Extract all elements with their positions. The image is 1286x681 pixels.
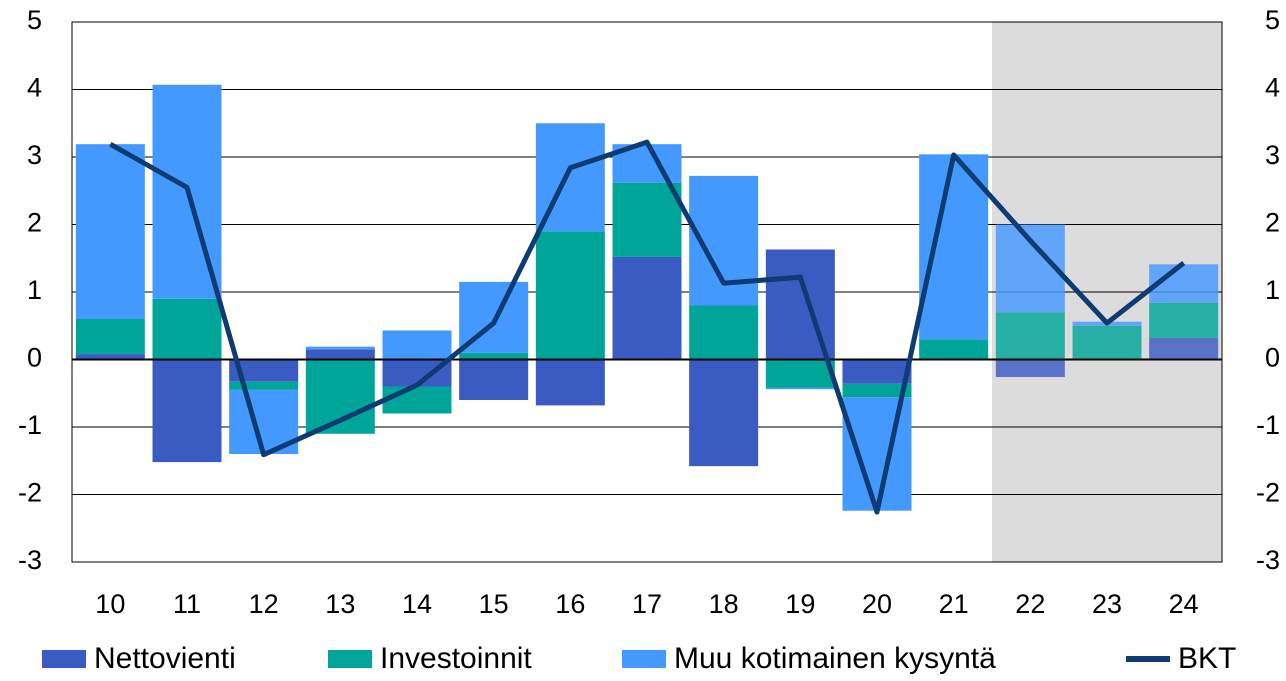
y-tick-label: 1 [27, 275, 42, 305]
y2-tick-label: 2 [1265, 208, 1280, 238]
x-tick-label: 14 [402, 589, 432, 619]
y2-tick-label: 5 [1265, 5, 1280, 35]
bar [229, 381, 299, 390]
x-tick-label: 11 [173, 589, 201, 619]
line [109, 139, 1186, 515]
legend-swatch [622, 650, 666, 668]
bar [152, 359, 222, 463]
legend-label: Investoinnit [380, 642, 532, 675]
bar [689, 359, 759, 467]
x-tick-label: 23 [1092, 589, 1122, 619]
x-tick-label: 24 [1169, 589, 1199, 619]
bar [689, 305, 759, 360]
bar [842, 383, 912, 398]
bar [612, 256, 682, 360]
y2-tick-label: -3 [1256, 545, 1280, 575]
bar [382, 386, 452, 414]
plot-border [71, 21, 1223, 563]
bar [535, 359, 605, 406]
bar [842, 397, 912, 511]
bar [765, 387, 835, 390]
x-tick-label: 16 [555, 589, 585, 619]
bar [765, 359, 835, 388]
x-tick-label: 21 [939, 589, 969, 619]
bar [995, 312, 1065, 360]
y2-tick-label: 0 [1265, 343, 1280, 373]
bar [229, 359, 299, 382]
y-tick-label: -1 [18, 410, 42, 440]
y-tick-label: -3 [18, 545, 42, 575]
bar [75, 319, 145, 355]
y2-tick-label: -2 [1256, 478, 1280, 508]
bar [1149, 302, 1219, 338]
legend-label: BKT [1178, 642, 1236, 675]
bar [919, 154, 989, 340]
y-tick-label: 5 [27, 5, 42, 35]
x-tick-label: 17 [632, 589, 662, 619]
y2-tick-label: 3 [1265, 140, 1280, 170]
y2-tick-label: -1 [1256, 410, 1280, 440]
legend-swatch [42, 650, 86, 668]
legend-label: Muu kotimainen kysyntä [674, 642, 996, 675]
y-tick-label: 2 [27, 208, 42, 238]
y2-tick-label: 1 [1265, 275, 1280, 305]
x-tick-label: 13 [325, 589, 355, 619]
x-tick-label: 18 [709, 589, 739, 619]
x-tick-label: 15 [479, 589, 509, 619]
bar [305, 346, 375, 350]
x-tick-label: 22 [1015, 589, 1045, 619]
x-tick-label: 19 [785, 589, 815, 619]
bar [152, 298, 222, 360]
y2-tick-label: 4 [1265, 73, 1280, 103]
y-tick-label: -2 [18, 478, 42, 508]
bar [842, 359, 912, 384]
bar [535, 231, 605, 360]
legend-label: Nettovienti [94, 642, 236, 675]
x-tick-label: 12 [249, 589, 279, 619]
bar [765, 249, 835, 360]
bar [305, 349, 375, 360]
bar [459, 359, 529, 400]
bar [919, 339, 989, 360]
bar [995, 359, 1065, 378]
bar [1149, 337, 1219, 360]
legend-swatch [328, 650, 372, 668]
bar [459, 352, 529, 360]
bar [612, 182, 682, 257]
x-tick-label: 20 [862, 589, 892, 619]
bar [75, 354, 145, 360]
y-tick-label: 4 [27, 73, 42, 103]
bar [382, 330, 452, 360]
y-tick-label: 0 [27, 343, 42, 373]
y-tick-label: 3 [27, 140, 42, 170]
bar [1072, 325, 1142, 360]
x-tick-label: 10 [95, 589, 125, 619]
bar [75, 144, 145, 319]
